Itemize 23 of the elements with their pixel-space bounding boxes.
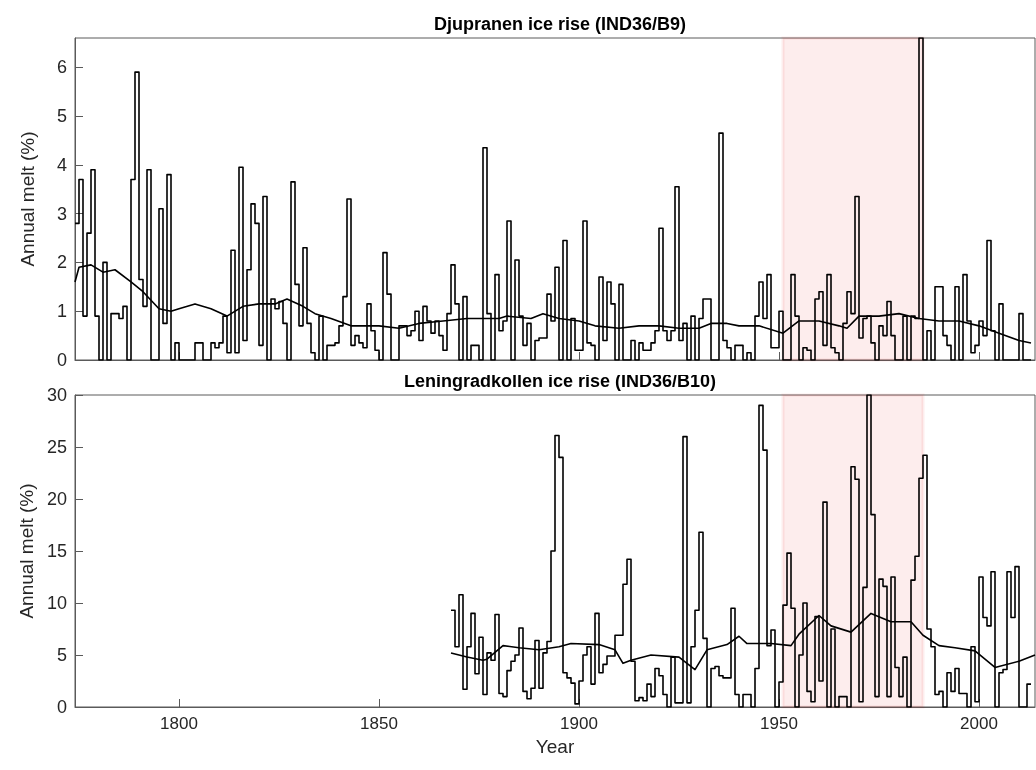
chart-title: Djupranen ice rise (IND36/B9): [433, 14, 687, 34]
y-tick-label: 25: [46, 437, 67, 457]
y-tick-label: 0: [56, 350, 67, 370]
x-axis-title: Year: [535, 736, 575, 757]
y-tick-label: 4: [56, 154, 67, 175]
y-tick-label: 3: [56, 203, 67, 224]
y-tick-label: 6: [56, 57, 67, 78]
x-tick-label: 1900: [560, 714, 598, 733]
x-tick-label: 1850: [360, 714, 398, 733]
y-tick-label: 2: [56, 252, 67, 273]
y-tick-label: 20: [46, 489, 67, 509]
x-tick-label: 1950: [760, 714, 798, 733]
x-tick-label: 2000: [960, 714, 998, 733]
y-tick-label: 0: [56, 697, 67, 717]
y-tick-label: 5: [56, 106, 67, 127]
y-tick-label: 15: [46, 541, 67, 561]
y-tick-label: 1: [56, 301, 67, 322]
x-tick-label: 1800: [160, 714, 198, 733]
y-tick-label: 10: [46, 593, 67, 613]
y-axis-title: Annual melt (%): [17, 131, 38, 267]
y-tick-label: 30: [46, 385, 67, 405]
y-tick-label: 5: [56, 645, 67, 665]
y-axis-title: Annual melt (%): [16, 483, 38, 619]
